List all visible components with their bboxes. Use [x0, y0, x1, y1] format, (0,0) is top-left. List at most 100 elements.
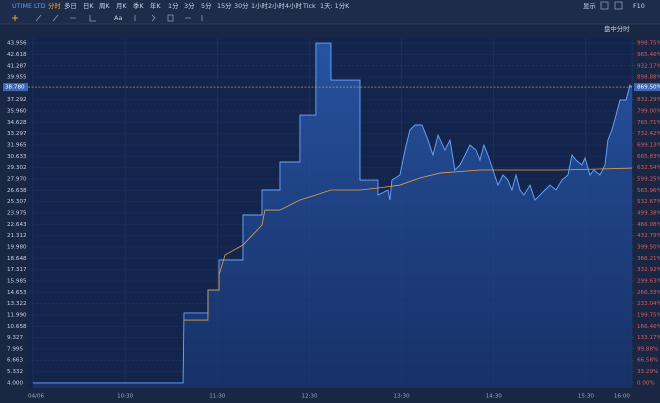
- toolbar: [0, 0, 660, 24]
- display-menu[interactable]: 显示: [583, 2, 596, 10]
- symbol[interactable]: UTIME LTD: [12, 2, 46, 10]
- y-tick-label: 19.980: [7, 244, 27, 250]
- y-tick-label: 35.960: [7, 109, 27, 115]
- y-tick-label: 25.307: [7, 199, 27, 205]
- y2-tick-label: 799.00%: [637, 109, 660, 115]
- y-tick-label: 33.297: [7, 131, 27, 137]
- period-tab[interactable]: 30分: [234, 1, 249, 10]
- period-tab[interactable]: 分时: [48, 1, 61, 10]
- y2-tick-label: 932.17%: [637, 63, 660, 69]
- period-tab[interactable]: 1小时: [251, 1, 268, 10]
- f10-button[interactable]: F10: [633, 2, 645, 10]
- price-area: [33, 43, 632, 389]
- draw-tools[interactable]: [35, 14, 96, 22]
- y-tick-label: 5.332: [7, 369, 23, 375]
- y2-tick-label: 332.92%: [637, 267, 660, 273]
- y2-tick-label: 565.96%: [637, 188, 660, 194]
- y2-tick-label: 33.29%: [637, 369, 658, 375]
- x-tick-label: 16:00: [614, 394, 631, 400]
- y-tick-label: 29.302: [7, 165, 27, 171]
- x-tick-label: 12:30: [301, 394, 318, 400]
- period-tab[interactable]: 日K: [83, 2, 94, 10]
- y2-tick-label: 66.58%: [637, 358, 658, 364]
- y2-tick-label: 399.50%: [637, 244, 660, 250]
- y2-tick-label: 665.83%: [637, 154, 660, 160]
- price-line: [33, 42, 633, 384]
- y-tick-label: 11.990: [7, 312, 27, 318]
- y-tick-label: 4.000: [7, 380, 23, 386]
- crosshair-icon[interactable]: [12, 15, 18, 21]
- period-tab[interactable]: 4小时: [285, 1, 302, 10]
- y-tick-label: 39.955: [7, 75, 27, 81]
- period-tab[interactable]: 月K: [116, 2, 127, 10]
- y2-tick-label: 532.67%: [637, 199, 660, 205]
- y2-tick-label: 732.42%: [637, 131, 660, 137]
- y2-tick-label: 432.79%: [637, 233, 660, 239]
- average-line: [183, 167, 633, 321]
- period-tab[interactable]: 周K: [99, 2, 110, 10]
- y2-tick-label: 599.25%: [637, 177, 660, 183]
- y2-tick-label: 133.17%: [637, 335, 660, 341]
- font-button[interactable]: Aa: [114, 14, 122, 22]
- y-tick-label: 42.618: [7, 52, 27, 58]
- y-tick-label: 13.322: [7, 301, 27, 307]
- y-tick-label: 34.628: [7, 120, 27, 126]
- y2-tick-label: 466.08%: [637, 222, 660, 228]
- y-tick-label: 43.956: [7, 41, 27, 47]
- y2-tick-label: 99.88%: [637, 346, 658, 352]
- y2-tick-label: 499.38%: [637, 210, 660, 216]
- y2-tick-label: 965.46%: [637, 52, 660, 58]
- y2-tick-label: 299.63%: [637, 278, 660, 284]
- camera-icon[interactable]: [600, 1, 609, 10]
- plot: 4.000 5.332 6.663 7.995 9.327 10.658 11.990 13.…: [3, 38, 660, 400]
- y2-tick-label: 266.33%: [637, 290, 660, 296]
- y2-tick-label: 199.75%: [637, 312, 660, 318]
- y2-tick-label: 366.21%: [637, 256, 660, 262]
- x-tick-label: 13:30: [394, 394, 411, 400]
- y2-tick-label: 998.75%: [637, 41, 660, 47]
- x-tick-label: 15:30: [578, 394, 595, 400]
- x-tick-label: 14:30: [486, 394, 503, 400]
- period-tabs: 分时 多日 日K 周K 月K 季K 年K 1分 3分 5分 15分 30分 1小时 2小时 4小时 Tick 1…: [48, 1, 350, 10]
- period-tab[interactable]: 年K: [150, 1, 161, 10]
- y2-tick-label: 765.71%: [637, 120, 660, 126]
- period-tab[interactable]: 多日: [64, 1, 77, 10]
- y-tick-label: 23.975: [7, 211, 27, 217]
- y-tick-label: 17.317: [7, 267, 27, 273]
- mode-selector[interactable]: 盘中分时: [604, 24, 630, 33]
- y-tick-label: 26.638: [7, 188, 27, 194]
- y-tick-label: 27.970: [7, 177, 27, 183]
- last-price-box: [3, 83, 28, 92]
- y-tick-label: 14.653: [7, 290, 27, 296]
- last-pct-box: [634, 83, 660, 92]
- y-tick-label: 37.292: [7, 97, 27, 103]
- period-tab[interactable]: 季K: [133, 1, 144, 10]
- y-tick-label: 6.663: [7, 358, 23, 364]
- period-tab[interactable]: 5分: [201, 1, 212, 10]
- y2-tick-label: 0.00%: [637, 380, 655, 386]
- y2-tick-label: 166.46%: [637, 324, 660, 330]
- more-tools[interactable]: [134, 14, 203, 22]
- period-tab[interactable]: 1分: [168, 1, 179, 10]
- y-tick-label: 21.312: [7, 233, 27, 239]
- period-tab[interactable]: 3分: [184, 1, 195, 10]
- y-tick-label: 15.985: [7, 278, 27, 284]
- y-tick-label: 22.643: [7, 222, 27, 228]
- y-tick-label: 10.658: [7, 324, 27, 330]
- y-tick-label: 18.648: [7, 256, 27, 262]
- y-tick-label: 9.327: [7, 335, 23, 341]
- y-tick-label: 31.965: [7, 143, 27, 149]
- window-icon[interactable]: [614, 1, 623, 10]
- period-tab[interactable]: 1天: 1分K: [320, 1, 350, 10]
- period-tab[interactable]: Tick: [302, 2, 316, 10]
- period-tab[interactable]: 2小时: [268, 1, 285, 10]
- period-tab[interactable]: 15分: [217, 1, 232, 10]
- y2-tick-label: 632.54%: [637, 165, 660, 171]
- y-tick-label: 30.633: [7, 154, 27, 160]
- y2-tick-label: 832.29%: [637, 97, 660, 103]
- y-tick-label: 7.995: [7, 346, 23, 352]
- y2-tick-label: 699.13%: [637, 143, 660, 149]
- last-pct-label: 869.50%: [637, 85, 660, 91]
- x-tick-label: 10:30: [117, 394, 134, 400]
